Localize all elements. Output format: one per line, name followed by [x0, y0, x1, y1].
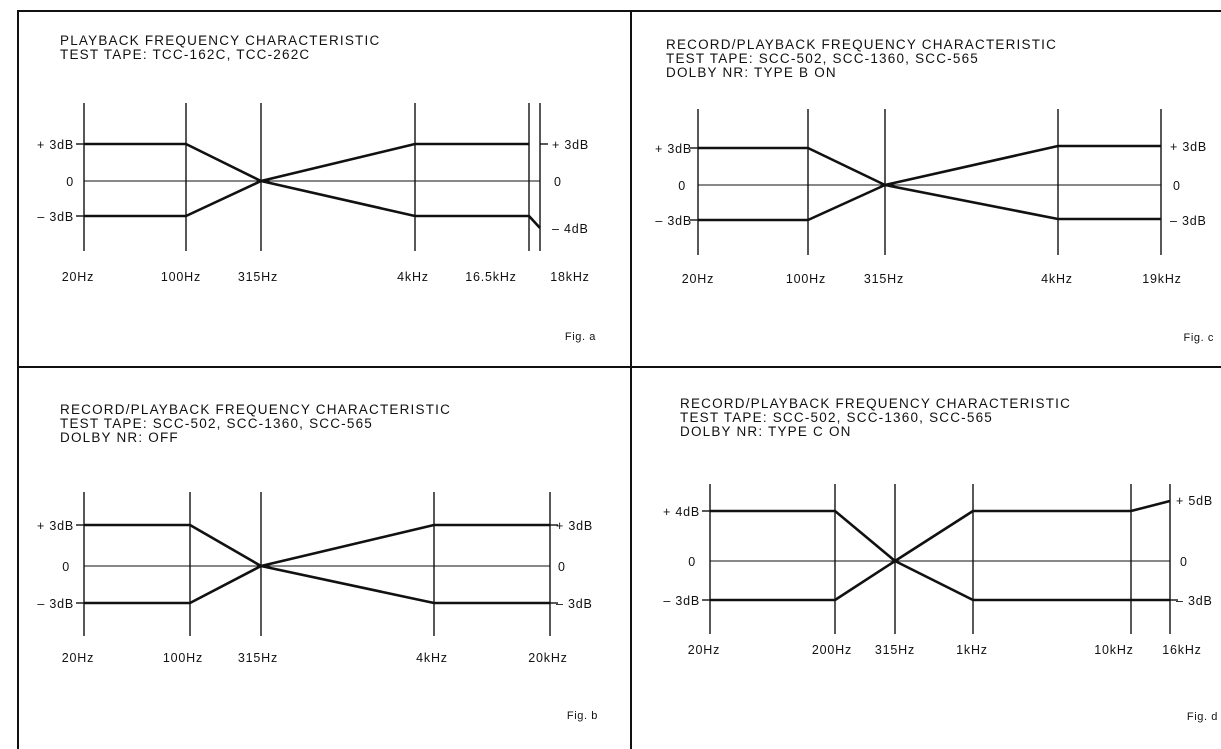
lower-limit-curve — [710, 509, 1170, 602]
panel-d-title-line-1: RECORD/PLAYBACK FREQUENCY CHARACTERISTIC — [680, 396, 1071, 411]
freq-label-200hz: 200Hz — [812, 643, 852, 657]
panel-d-title-line-3: DOLBY NR: TYPE C ON — [680, 424, 852, 439]
panel-d-title-line-2: TEST TAPE: SCC-502, SCC-1360, SCC-565 — [680, 410, 993, 425]
panel-c-title-line-3: DOLBY NR: TYPE B ON — [666, 65, 837, 80]
panel-b-title-line-2: TEST TAPE: SCC-502, SCC-1360, SCC-565 — [60, 416, 373, 431]
right-level-zero: 0 — [1173, 179, 1181, 193]
freq-label-20hz: 20Hz — [688, 643, 720, 657]
panel-a-title-line-1: PLAYBACK FREQUENCY CHARACTERISTIC — [60, 33, 380, 48]
right-level-zero: 0 — [558, 560, 566, 574]
right-level-minus: – 3dB — [556, 597, 593, 611]
freq-label-315hz: 315Hz — [238, 651, 278, 665]
upper-limit-curve — [710, 499, 1171, 602]
freq-label-18khz: 18kHz — [550, 270, 589, 284]
freq-label-19khz: 19kHz — [1142, 272, 1181, 286]
panel-b-title-line-3: DOLBY NR: OFF — [60, 430, 179, 445]
right-level-plus: + 5dB — [1176, 494, 1213, 508]
panel-a-title-line-2: TEST TAPE: TCC-162C, TCC-262C — [60, 47, 310, 62]
diagram-fig-c: RECORD/PLAYBACK FREQUENCY CHARACTERISTIC… — [655, 37, 1215, 344]
right-level-zero: 0 — [1180, 555, 1188, 569]
freq-label-315hz: 315Hz — [238, 270, 278, 284]
left-level-zero: 0 — [688, 555, 696, 569]
freq-label-16-5khz: 16.5kHz — [465, 270, 516, 284]
panel-fig-a: PLAYBACK FREQUENCY CHARACTERISTIC TEST T… — [18, 11, 630, 366]
left-border — [17, 10, 19, 749]
vertical-divider — [630, 10, 632, 749]
left-level-zero: 0 — [62, 560, 70, 574]
left-level-minus: – 3dB — [37, 210, 74, 224]
upper-limit-curve — [698, 144, 1161, 187]
diagram-fig-b: RECORD/PLAYBACK FREQUENCY CHARACTERISTIC… — [37, 402, 598, 722]
freq-label-315hz: 315Hz — [875, 643, 915, 657]
fig-d-label: Fig. d — [1187, 711, 1218, 723]
left-level-plus: + 3dB — [37, 519, 74, 533]
left-level-minus: – 3dB — [37, 597, 74, 611]
freq-label-10khz: 10kHz — [1094, 643, 1133, 657]
right-level-minus: – 4dB — [552, 222, 589, 236]
freq-label-20khz: 20kHz — [528, 651, 567, 665]
horizontal-divider — [18, 366, 1221, 368]
panel-c-title-line-1: RECORD/PLAYBACK FREQUENCY CHARACTERISTIC — [666, 37, 1057, 52]
right-level-plus: + 3dB — [1170, 140, 1207, 154]
right-level-plus: + 3dB — [552, 138, 589, 152]
freq-label-1khz: 1kHz — [956, 643, 988, 657]
diagram-fig-a: PLAYBACK FREQUENCY CHARACTERISTIC TEST T… — [37, 33, 596, 343]
top-border — [18, 10, 1221, 12]
left-level-plus: + 4dB — [663, 505, 700, 519]
freq-label-20hz: 20Hz — [62, 651, 94, 665]
left-level-zero: 0 — [678, 179, 686, 193]
panel-b-title-line-1: RECORD/PLAYBACK FREQUENCY CHARACTERISTIC — [60, 402, 451, 417]
upper-limit-curve — [84, 523, 550, 568]
fig-c-label: Fig. c — [1184, 332, 1215, 344]
upper-limit-curve — [84, 142, 529, 183]
left-level-plus: + 3dB — [37, 138, 74, 152]
right-level-zero: 0 — [554, 175, 562, 189]
freq-label-100hz: 100Hz — [161, 270, 201, 284]
freq-label-4khz: 4kHz — [416, 651, 448, 665]
lower-limit-curve — [698, 183, 1161, 222]
panel-fig-b: RECORD/PLAYBACK FREQUENCY CHARACTERISTIC… — [18, 368, 630, 749]
freq-label-4khz: 4kHz — [1041, 272, 1073, 286]
panel-c-title-line-2: TEST TAPE: SCC-502, SCC-1360, SCC-565 — [666, 51, 979, 66]
freq-label-16khz: 16kHz — [1162, 643, 1201, 657]
freq-label-100hz: 100Hz — [163, 651, 203, 665]
freq-label-315hz: 315Hz — [864, 272, 904, 286]
left-level-plus: + 3dB — [655, 142, 692, 156]
panel-fig-c: RECORD/PLAYBACK FREQUENCY CHARACTERISTIC… — [632, 11, 1221, 366]
freq-label-20hz: 20Hz — [682, 272, 714, 286]
right-level-minus: – 3dB — [1176, 594, 1213, 608]
left-level-zero: 0 — [66, 175, 74, 189]
right-level-minus: – 3dB — [1170, 214, 1207, 228]
left-level-minus: – 3dB — [663, 594, 700, 608]
lower-limit-curve — [84, 179, 541, 229]
freq-label-20hz: 20Hz — [62, 270, 94, 284]
lower-limit-curve — [84, 564, 550, 605]
fig-a-label: Fig. a — [565, 331, 596, 343]
left-level-minus: – 3dB — [655, 214, 692, 228]
panel-fig-d: RECORD/PLAYBACK FREQUENCY CHARACTERISTIC… — [632, 368, 1221, 749]
freq-label-100hz: 100Hz — [786, 272, 826, 286]
freq-label-4khz: 4kHz — [397, 270, 429, 284]
fig-b-label: Fig. b — [567, 710, 598, 722]
diagram-fig-d: RECORD/PLAYBACK FREQUENCY CHARACTERISTIC… — [663, 396, 1218, 723]
right-level-plus: + 3dB — [556, 519, 593, 533]
